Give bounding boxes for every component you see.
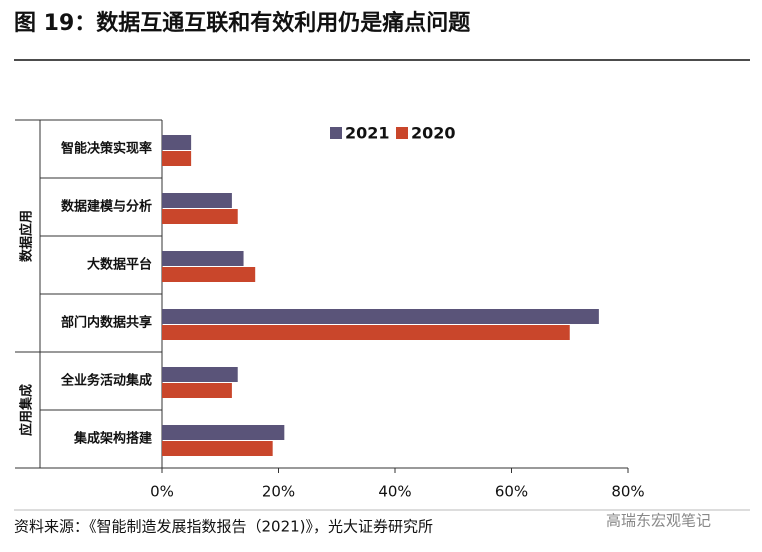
bar [162, 325, 570, 340]
category-label: 部门内数据共享 [61, 315, 152, 331]
category-label: 集成架构搭建 [73, 431, 152, 447]
x-tick-label: 40% [378, 483, 411, 501]
group-label: 数据应用 [19, 210, 35, 262]
category-label: 智能决策实现率 [61, 141, 152, 157]
category-label: 大数据平台 [87, 257, 152, 273]
bar [162, 267, 256, 282]
chart-title: 图 19：数据互通互联和有效利用仍是痛点问题 [14, 10, 471, 36]
group-label: 应用集成 [19, 384, 35, 436]
bar [162, 309, 599, 324]
x-tick-label: 0% [150, 483, 174, 501]
x-tick-label: 20% [262, 483, 295, 501]
bar [162, 367, 238, 382]
bar [162, 251, 244, 266]
bar [162, 441, 273, 456]
watermark: 高瑞东宏观笔记 [606, 512, 711, 530]
bar [162, 135, 192, 150]
bar [162, 193, 232, 208]
legend-swatch [330, 127, 342, 139]
x-tick-label: 60% [495, 483, 528, 501]
bar [162, 209, 238, 224]
legend-label: 2020 [411, 124, 456, 143]
x-tick-label: 80% [611, 483, 644, 501]
category-label: 全业务活动集成 [60, 373, 152, 389]
bar [162, 151, 192, 166]
source: 资料来源：《智能制造发展指数报告（2021)》，光大证券研究所 [14, 518, 433, 536]
legend-swatch [396, 127, 408, 139]
bar [162, 425, 285, 440]
legend-label: 2021 [345, 124, 390, 143]
bar [162, 383, 232, 398]
category-label: 数据建模与分析 [61, 199, 152, 215]
